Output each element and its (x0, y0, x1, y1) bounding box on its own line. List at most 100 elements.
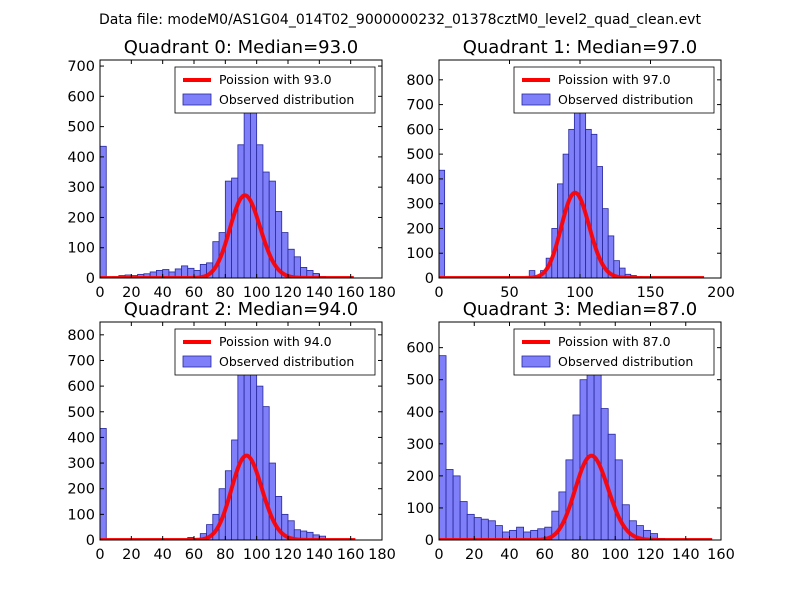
histogram-bar (445, 469, 454, 540)
legend-label-poisson: Poission with 94.0 (219, 334, 332, 349)
legend-label-poisson: Poission with 97.0 (558, 72, 671, 87)
x-tick-label: 100 (566, 285, 594, 301)
x-tick-label: 40 (153, 547, 171, 563)
x-tick-label: 150 (637, 285, 665, 301)
histogram-bar (231, 177, 239, 278)
legend-label-observed: Observed distribution (558, 354, 693, 369)
panel-title: Quadrant 0: Median=93.0 (124, 37, 359, 58)
x-tick-label: 160 (337, 547, 365, 563)
y-tick-label: 100 (406, 501, 434, 517)
panel-title: Quadrant 1: Median=97.0 (463, 37, 698, 58)
x-tick-label: 60 (185, 547, 203, 563)
x-tick-label: 160 (337, 285, 365, 301)
x-tick-label: 0 (95, 547, 104, 563)
y-tick-label: 0 (425, 533, 434, 549)
y-tick-label: 700 (406, 98, 434, 114)
x-tick-label: 20 (122, 285, 140, 301)
quadrant-1-panel: 0 50 100 150 200 0 100 200 300 400 500 600 700 800 Qua… (406, 37, 735, 301)
y-tick-label: 300 (406, 197, 434, 213)
figure-suptitle: Data file: modeM0/AS1G04_014T02_90000002… (99, 12, 701, 28)
histogram-bar (466, 513, 475, 540)
x-tick-label: 100 (243, 547, 271, 563)
histogram-bar (607, 235, 615, 278)
x-tick-label: 0 (434, 547, 443, 563)
legend-label-observed: Observed distribution (558, 92, 693, 107)
x-tick-label: 100 (243, 285, 271, 301)
axes-frame (99, 321, 383, 541)
x-tick-label: 50 (500, 285, 518, 301)
x-tick-label: 80 (571, 547, 589, 563)
y-tick-label: 200 (67, 210, 95, 226)
y-tick-label: 300 (67, 180, 95, 196)
legend-bar-swatch (182, 355, 212, 368)
legend-bar-swatch (521, 93, 551, 106)
histogram-bar (100, 428, 107, 540)
x-tick-label: 120 (637, 547, 665, 563)
y-tick-label: 600 (67, 379, 95, 395)
x-tick-label: 40 (500, 547, 518, 563)
histogram-bar (487, 520, 496, 540)
y-tick-label: 300 (67, 456, 95, 472)
y-tick-label: 800 (406, 73, 434, 89)
plot-area (439, 69, 705, 278)
y-tick-label: 400 (406, 405, 434, 421)
x-tick-label: 0 (95, 285, 104, 301)
y-tick-label: 100 (67, 241, 95, 257)
histogram-bar (262, 406, 270, 540)
histogram-bar (439, 355, 447, 540)
x-tick-label: 120 (274, 547, 302, 563)
quadrant-2-panel: 0 20 40 60 80 100 120 140 160 1800100200300400500… (67, 299, 396, 563)
x-tick-label: 40 (153, 285, 171, 301)
y-tick-label: 200 (67, 482, 95, 498)
y-tick-label: 600 (67, 89, 95, 105)
poisson-curve (439, 190, 705, 278)
x-tick-label: 140 (672, 547, 700, 563)
y-tick-label: 400 (67, 430, 95, 446)
y-tick-label: 0 (86, 533, 95, 549)
axes-frame (99, 59, 383, 279)
x-tick-label: 100 (601, 547, 629, 563)
plot-area (439, 331, 713, 540)
x-tick-label: 20 (122, 547, 140, 563)
y-tick-label: 600 (406, 341, 434, 357)
x-tick-label: 60 (185, 285, 203, 301)
legend-label-observed: Observed distribution (219, 92, 354, 107)
y-tick-label: 600 (406, 122, 434, 138)
y-tick-label: 400 (406, 172, 434, 188)
histogram-bar (619, 267, 626, 278)
histogram-bar (473, 517, 482, 540)
histogram-bar (243, 360, 251, 540)
legend-label-poisson: Poission with 93.0 (219, 72, 332, 87)
x-tick-label: 160 (707, 547, 735, 563)
quadrant-0-panel: 0 20 40 60 80 100 120 140 160 1800100200300400500… (67, 37, 396, 301)
legend-label-poisson: Poission with 87.0 (558, 334, 671, 349)
histogram-bar (494, 525, 503, 540)
histogram-bar (452, 475, 461, 540)
histogram-bar (586, 347, 595, 540)
x-tick-label: 180 (368, 547, 396, 563)
y-tick-label: 500 (67, 120, 95, 136)
x-tick-label: 20 (465, 547, 483, 563)
legend-bar-swatch (182, 93, 212, 106)
histogram-bar (590, 133, 598, 278)
y-tick-label: 200 (406, 469, 434, 485)
histogram-bar (249, 95, 258, 278)
y-tick-label: 500 (67, 405, 95, 421)
histogram-bar (268, 462, 276, 540)
histogram-bar (262, 171, 270, 278)
y-tick-label: 100 (406, 246, 434, 262)
y-tick-label: 400 (67, 150, 95, 166)
histogram-bar (256, 385, 264, 540)
x-tick-label: 120 (274, 285, 302, 301)
legend-label-observed: Observed distribution (219, 354, 354, 369)
panel-title: Quadrant 2: Median=94.0 (124, 299, 359, 320)
histogram-bar (100, 145, 107, 278)
y-tick-label: 500 (406, 373, 434, 389)
histogram-bar (237, 144, 245, 278)
x-tick-label: 180 (368, 285, 396, 301)
y-tick-label: 500 (406, 147, 434, 163)
y-tick-label: 100 (67, 507, 95, 523)
histogram-bar (480, 518, 489, 540)
y-tick-label: 0 (86, 271, 95, 287)
